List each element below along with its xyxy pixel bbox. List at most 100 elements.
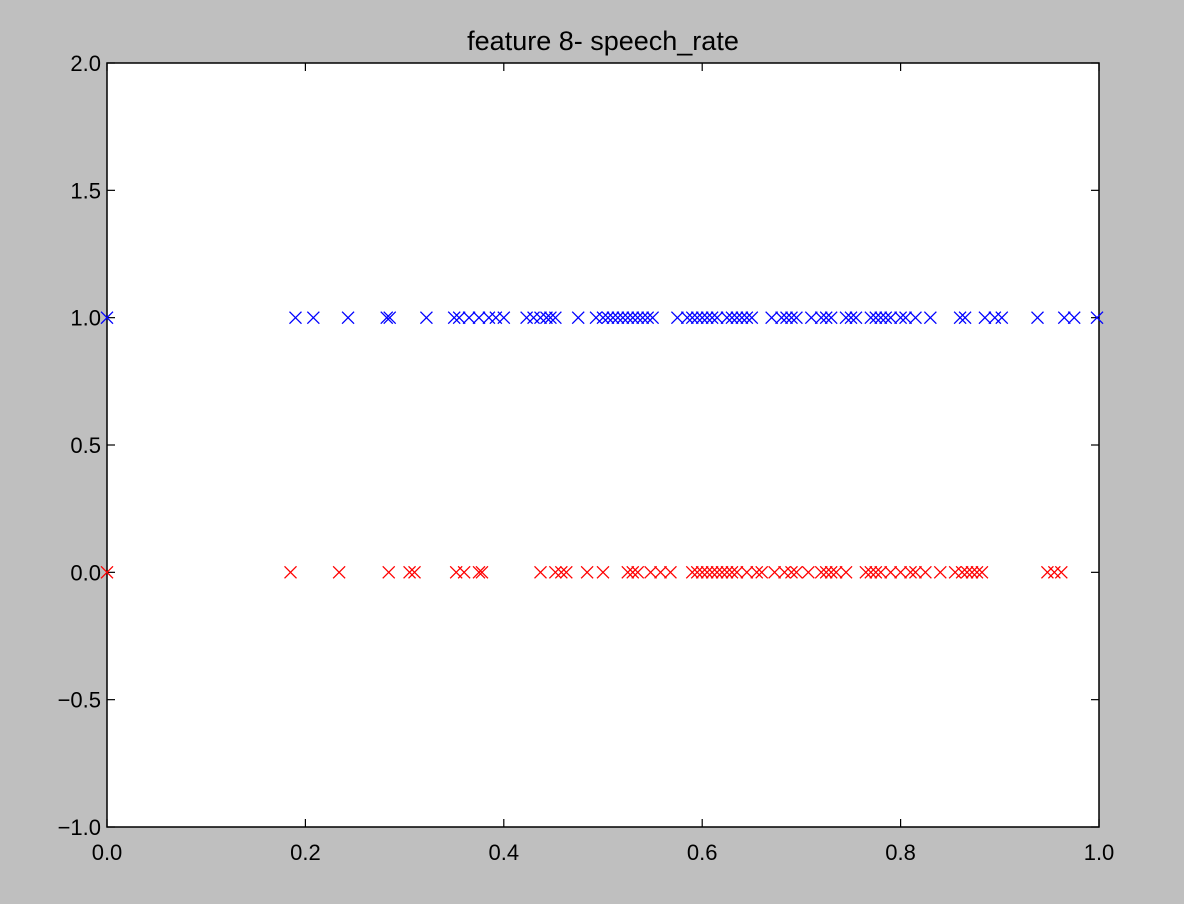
data-point — [646, 311, 660, 325]
data-point — [700, 311, 714, 325]
data-point — [918, 565, 932, 579]
data-point — [720, 311, 734, 325]
data-point — [695, 311, 709, 325]
x-tick-label: 0.4 — [489, 840, 520, 865]
data-point — [755, 565, 769, 579]
data-point — [447, 311, 461, 325]
data-point — [641, 311, 655, 325]
data-point — [631, 311, 645, 325]
data-point — [690, 311, 704, 325]
y-tick-label: −1.0 — [58, 815, 101, 840]
data-point — [419, 311, 433, 325]
data-point — [100, 565, 114, 579]
data-point — [884, 311, 898, 325]
data-point — [472, 565, 486, 579]
data-point — [715, 565, 729, 579]
y-tick-label: 0.0 — [70, 560, 101, 585]
data-point — [534, 565, 547, 579]
data-point — [789, 565, 803, 579]
data-point — [874, 311, 888, 325]
data-point — [654, 565, 667, 579]
y-tick-labels: −1.0 −0.5 0.0 0.5 1.0 1.5 2.0 — [58, 51, 101, 840]
data-point — [382, 565, 396, 579]
data-point — [1067, 311, 1081, 325]
data-point — [631, 565, 645, 579]
data-point — [408, 565, 421, 579]
data-point — [869, 565, 883, 579]
y-tick-label: 1.0 — [70, 306, 101, 331]
data-point — [100, 311, 114, 325]
data-point — [909, 565, 922, 579]
data-point — [824, 311, 838, 325]
data-point — [720, 565, 734, 579]
data-point — [685, 565, 699, 579]
data-point — [663, 565, 677, 579]
y-tick-label: 0.5 — [70, 433, 101, 458]
data-point — [621, 311, 635, 325]
data-point — [839, 565, 853, 579]
data-point — [829, 565, 843, 579]
y-tick-label: −0.5 — [58, 688, 101, 713]
data-point — [284, 565, 297, 579]
data-point — [909, 311, 922, 325]
data-point — [534, 311, 547, 325]
data-point — [785, 565, 798, 579]
data-point — [879, 311, 893, 325]
data-point — [899, 311, 913, 325]
data-point — [695, 565, 709, 579]
data-point — [462, 311, 476, 325]
data-point — [289, 311, 302, 325]
data-point — [864, 565, 878, 579]
data-point — [958, 311, 972, 325]
x-tick-label: 0.6 — [687, 840, 718, 865]
data-point — [750, 565, 764, 579]
chart-title: feature 8- speech_rate — [467, 26, 739, 56]
data-point — [596, 311, 610, 325]
plot-area — [106, 62, 1100, 828]
x-tick-label: 0.8 — [885, 840, 916, 865]
data-point — [644, 565, 658, 579]
data-point — [869, 311, 883, 325]
data-point — [1031, 311, 1044, 325]
data-point — [332, 565, 346, 579]
data-point — [839, 311, 853, 325]
data-point — [626, 565, 640, 579]
data-point — [472, 311, 486, 325]
data-point — [670, 311, 684, 325]
data-point — [700, 565, 714, 579]
data-point — [978, 311, 992, 325]
data-point — [1040, 565, 1054, 579]
data-point — [819, 311, 833, 325]
data-point — [730, 311, 744, 325]
data-point — [1057, 311, 1071, 325]
data-point — [589, 311, 603, 325]
data-point — [778, 565, 791, 579]
data-point — [923, 311, 937, 325]
y-tick-label: 2.0 — [70, 51, 101, 76]
data-point — [482, 311, 496, 325]
data-point — [1054, 565, 1068, 579]
data-point — [341, 311, 355, 325]
data-point — [685, 311, 699, 325]
data-point — [745, 311, 759, 325]
data-point — [710, 565, 724, 579]
data-point — [859, 565, 873, 579]
data-point — [904, 565, 917, 579]
data-point — [970, 565, 984, 579]
data-point — [960, 565, 974, 579]
data-point — [965, 565, 979, 579]
data-point — [606, 311, 620, 325]
data-point — [680, 311, 694, 325]
data-point — [735, 311, 749, 325]
data-point — [559, 565, 573, 579]
data-point — [780, 311, 793, 325]
series-0 — [100, 311, 1104, 325]
data-point — [740, 311, 754, 325]
data-point — [571, 311, 585, 325]
data-point — [636, 311, 650, 325]
data-point — [884, 565, 898, 579]
data-point — [995, 311, 1009, 325]
data-point — [948, 565, 962, 579]
